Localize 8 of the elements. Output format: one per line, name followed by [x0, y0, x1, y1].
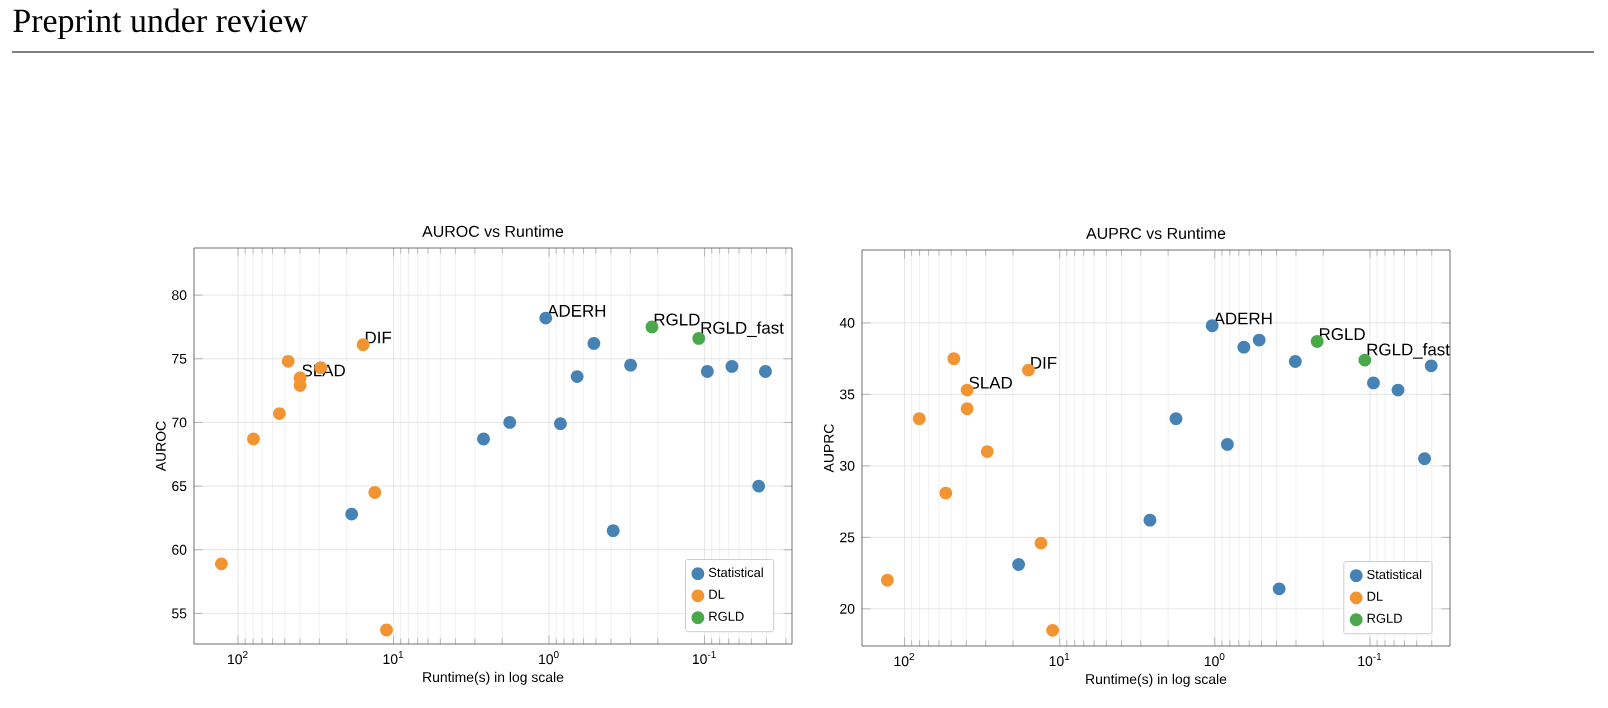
annotation: RGLD_fast — [701, 321, 784, 338]
text: Preprint under review — [13, 8, 308, 40]
annotation: RGLD_fast — [1367, 343, 1450, 359]
annotation: ADERH — [547, 304, 606, 317]
annotation: SLAD — [969, 376, 1012, 389]
annotation: ADERH — [1213, 312, 1272, 325]
annotation: RGLD — [1319, 328, 1365, 341]
annotation: RGLD — [654, 313, 700, 326]
